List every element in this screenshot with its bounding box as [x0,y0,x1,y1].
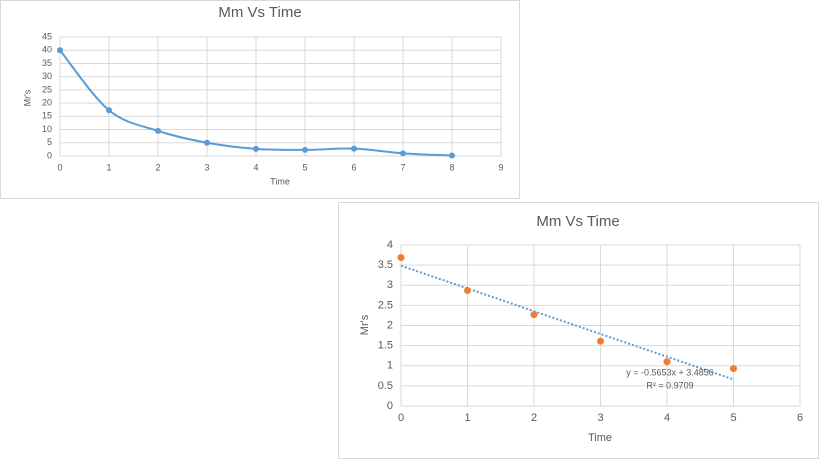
data-point [155,127,161,134]
y-tick-label: 15 [42,111,52,121]
x-tick-label: 5 [302,162,307,172]
trendline-r2: R² = 0.9709 [646,380,693,390]
x-tick-label: 0 [57,162,62,172]
x-tick-label: 3 [597,412,603,424]
y-tick-label: 2 [387,319,393,331]
x-tick-label: 8 [449,162,454,172]
data-point [597,337,604,345]
y-tick-label: 0 [47,150,52,160]
data-point [530,311,538,319]
y-tick-label: 45 [42,31,52,41]
y-tick-label: 5 [47,137,52,147]
data-point [106,107,112,114]
x-tick-label: 0 [398,412,404,424]
y-tick-label: 1 [387,360,393,372]
data-point [449,152,455,159]
y-axis-label: Mr's [359,314,371,335]
data-point [351,145,357,152]
data-point [400,150,406,157]
y-tick-label: 1.5 [378,340,393,352]
y-tick-label: 3.5 [378,259,393,271]
y-tick-label: 0.5 [378,380,393,392]
data-point [730,365,737,373]
chart-title: Mm Vs Time [536,213,619,230]
x-axis-label: Time [588,432,612,444]
y-axis-label: Mr's [22,89,32,106]
data-point [57,47,63,54]
x-tick-label: 4 [253,162,258,172]
data-point [302,146,308,153]
y-tick-label: 10 [42,124,52,134]
x-tick-label: 1 [464,412,470,424]
data-point [204,139,210,146]
data-point [397,253,405,261]
data-point [663,358,671,366]
chart-frame [338,202,819,459]
data-point [253,145,259,152]
x-tick-label: 2 [531,412,537,424]
x-tick-label: 2 [155,162,160,172]
y-tick-label: 20 [42,97,52,107]
x-tick-label: 9 [498,162,503,172]
x-tick-label: 6 [351,162,356,172]
y-tick-label: 2.5 [378,299,393,311]
data-point [464,286,471,294]
y-tick-label: 3 [387,279,393,291]
y-tick-label: 0 [387,400,393,412]
chart-title: Mm Vs Time [218,4,301,21]
y-tick-label: 25 [42,84,52,94]
y-tick-label: 30 [42,71,52,81]
y-tick-label: 35 [42,58,52,68]
y-tick-label: 40 [42,45,52,55]
trendline-equation: y = -0.5653x + 3.4856 [626,367,714,377]
x-axis-label: Time [270,176,290,186]
x-tick-label: 4 [664,412,670,424]
y-tick-label: 4 [387,239,393,251]
x-tick-label: 3 [204,162,209,172]
x-tick-label: 5 [730,412,736,424]
x-tick-label: 7 [400,162,405,172]
chart-frame [0,0,520,199]
x-tick-label: 1 [106,162,111,172]
x-tick-label: 6 [797,412,803,424]
trendline [400,264,734,381]
